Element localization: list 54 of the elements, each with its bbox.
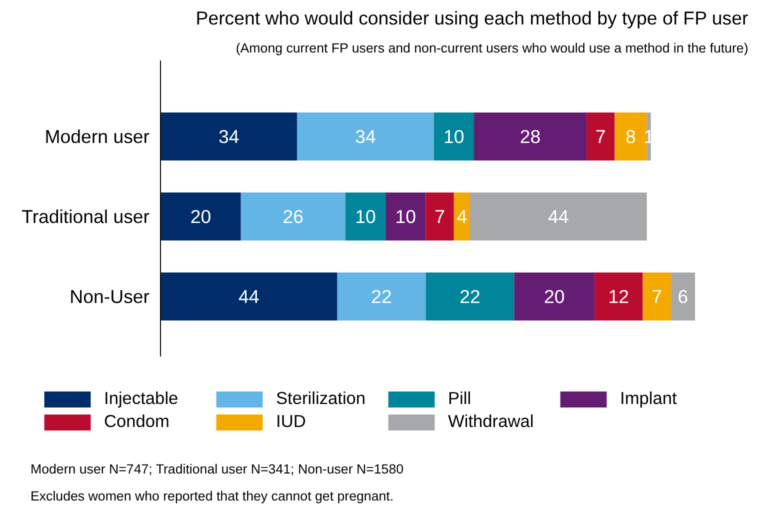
data-label: 7	[434, 206, 446, 227]
data-label: 20	[544, 286, 565, 307]
bar	[160, 112, 298, 160]
data-label: 20	[190, 206, 212, 227]
bar	[614, 112, 647, 160]
bar	[474, 112, 587, 160]
text: Excludes women who reported that they cannot get pregnant.	[30, 488, 394, 504]
bar	[345, 192, 386, 240]
bar	[337, 272, 426, 320]
bar	[514, 272, 595, 320]
bar	[586, 112, 615, 160]
data-label: 10	[355, 206, 376, 227]
text: Modern user N=747; Traditional user N=341; Non-user N=1580	[30, 462, 404, 476]
legend-label: Withdrawal	[448, 411, 535, 432]
legend-label: Sterilization	[276, 388, 367, 409]
bar	[160, 272, 338, 320]
bar	[426, 272, 514, 320]
chart-subtitle: (Among current FP users and non-current users who would use a method in the future)	[236, 40, 748, 56]
legend-label: IUD	[276, 411, 307, 432]
bar	[454, 192, 470, 240]
chart-title: Percent who would consider using each method by type of FP user	[196, 8, 748, 28]
bar	[386, 192, 426, 240]
data-label: 10	[395, 206, 416, 227]
data-label: 4	[456, 206, 468, 227]
legend-label: Implant	[620, 388, 678, 409]
legend-label: Condom	[104, 411, 170, 432]
data-label: 6	[678, 286, 688, 307]
bar	[297, 112, 434, 160]
bar	[426, 192, 454, 240]
data-label: 8	[626, 126, 636, 147]
data-label: 44	[548, 206, 569, 227]
bar	[240, 192, 346, 240]
data-label: 12	[608, 286, 630, 307]
data-label: 10	[444, 126, 464, 147]
data-label: 34	[218, 126, 240, 147]
y-tick-label: Modern user	[44, 126, 150, 147]
bar	[670, 272, 696, 320]
bar	[642, 272, 671, 320]
data-label: 7	[652, 286, 662, 307]
bar	[434, 112, 474, 160]
data-label: 22	[371, 286, 392, 307]
data-label: 7	[595, 126, 606, 147]
y-tick-label: Non-User	[70, 286, 150, 307]
y-tick-label: Traditional user	[22, 206, 150, 227]
bar	[594, 272, 643, 320]
data-label: 34	[355, 126, 376, 147]
bar	[470, 192, 647, 240]
data-label: 26	[282, 206, 304, 227]
data-label: 44	[238, 286, 260, 307]
bar	[160, 192, 241, 240]
data-label: 22	[460, 286, 480, 307]
legend-label: Pill	[448, 388, 472, 409]
data-label: 28	[520, 126, 541, 147]
legend-label: Injectable	[104, 388, 180, 409]
